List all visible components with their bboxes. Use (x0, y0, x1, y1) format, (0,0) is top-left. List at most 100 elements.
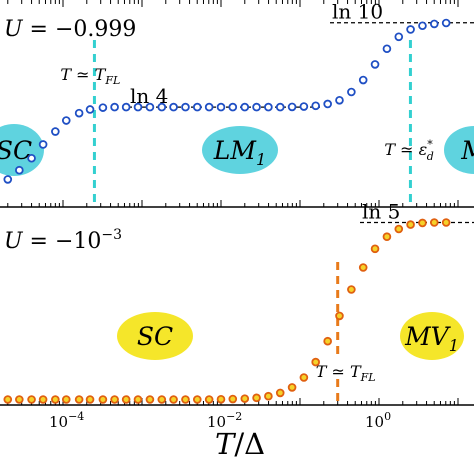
data-point (192, 395, 202, 404)
data-point (406, 25, 415, 34)
data-point (98, 103, 108, 112)
data-point (85, 395, 95, 404)
data-point (3, 175, 13, 184)
data-point (275, 388, 285, 398)
region-label: SC (0, 136, 32, 165)
data-point (275, 102, 285, 112)
data-point (418, 218, 427, 228)
data-point (121, 102, 131, 112)
data-point (287, 383, 297, 392)
data-point (169, 102, 178, 112)
data-point (335, 311, 344, 321)
data-point (252, 393, 261, 403)
data-point (394, 32, 404, 42)
data-point (370, 244, 380, 254)
data-point (418, 21, 427, 31)
data-point (429, 218, 439, 227)
data-point (98, 395, 108, 404)
panel-bottom: SC MV1 ln 5 T ≃ TFL U = −10−3 10−4 10−2 100 T/Δ (0, 200, 474, 461)
vertical-marker-label: T ≃ TFL (316, 362, 376, 384)
data-point (169, 395, 178, 404)
data-point (204, 395, 214, 404)
data-point (27, 153, 36, 163)
data-point (3, 395, 13, 404)
data-point (15, 165, 24, 175)
data-point (133, 395, 143, 404)
region-ellipse (202, 126, 278, 174)
x-tick-label: 10−2 (207, 410, 242, 431)
data-point (264, 391, 273, 401)
data-point (358, 263, 368, 272)
data-point (382, 44, 392, 54)
data-point (347, 285, 356, 294)
data-point (370, 60, 380, 69)
data-point (157, 395, 167, 404)
data-point (264, 102, 273, 112)
x-tick-label: 100 (365, 410, 391, 431)
vertical-marker-label: T ≃ ε* d (384, 138, 433, 163)
data-point (228, 102, 238, 112)
data-point (204, 102, 214, 112)
data-point (121, 395, 131, 404)
data-point (323, 336, 332, 346)
data-point (228, 394, 238, 404)
data-point (145, 395, 155, 404)
data-point (335, 95, 344, 105)
data-point (382, 232, 392, 242)
data-point (110, 395, 119, 404)
data-point (323, 99, 332, 109)
data-point (61, 395, 71, 404)
data-point (51, 127, 60, 136)
data-point (61, 116, 71, 125)
data-point (38, 395, 48, 404)
data-point (216, 394, 226, 404)
data-point (157, 102, 167, 112)
data-point (74, 395, 84, 404)
data-point (358, 75, 368, 85)
data-point (252, 102, 261, 112)
data-point (181, 395, 190, 404)
panel-title: U = −10−3 (4, 227, 122, 254)
region-ellipse (0, 124, 44, 176)
region-label: SC (137, 322, 173, 351)
data-point (299, 102, 309, 111)
data-point (311, 357, 320, 367)
data-point (74, 108, 84, 118)
reference-label: ln 10 (332, 0, 383, 24)
data-point (429, 19, 439, 29)
data-point (240, 394, 250, 403)
data-point (51, 395, 60, 404)
vertical-marker-label: T ≃ TFL (60, 65, 120, 87)
data-point (192, 102, 202, 112)
data-point (299, 373, 309, 382)
region-label: M (460, 136, 474, 165)
data-point (311, 101, 320, 111)
reference-label: ln 5 (362, 200, 400, 224)
data-point (406, 220, 415, 229)
data-point (216, 102, 226, 112)
data-point (15, 395, 24, 404)
x-tick-label: 10−4 (49, 410, 84, 431)
data-point (347, 87, 356, 97)
data-point (145, 102, 155, 112)
data-point (441, 218, 451, 227)
region-ellipse (117, 312, 193, 360)
data-point (441, 18, 451, 28)
data-point (27, 395, 36, 404)
x-axis-label: T/Δ (215, 427, 265, 461)
data-point (181, 102, 190, 112)
region-ellipse (400, 312, 464, 360)
data-point (133, 102, 143, 112)
data-point (38, 140, 48, 149)
data-point (394, 224, 404, 234)
region-label: LM1 (213, 136, 266, 169)
region-ellipse (444, 126, 474, 174)
data-point (85, 105, 95, 114)
data-point (287, 102, 297, 112)
data-point (240, 102, 250, 112)
panel-title: U = −0.999 (4, 17, 136, 42)
data-point (110, 102, 119, 112)
region-label: MV1 (404, 322, 459, 355)
